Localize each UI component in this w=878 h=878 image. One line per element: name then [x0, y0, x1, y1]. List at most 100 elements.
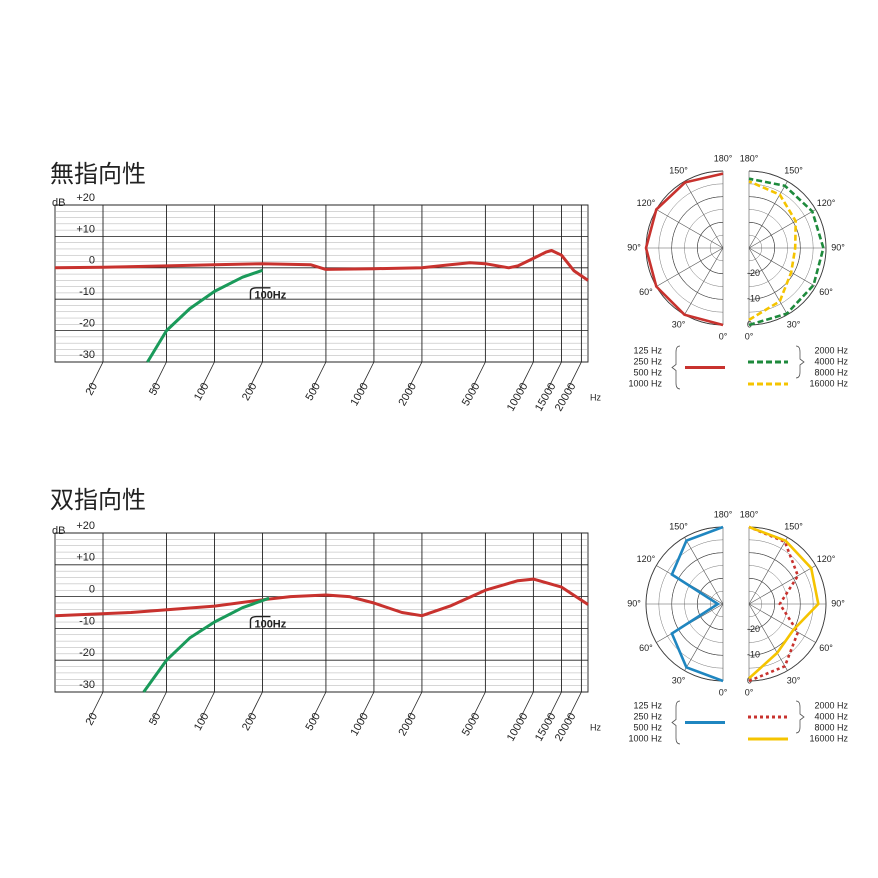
- y-axis-label: dB: [52, 525, 65, 537]
- tick-mark: [567, 691, 582, 721]
- polar-curve: [748, 525, 800, 683]
- y-tick-label: -30: [79, 349, 95, 361]
- legend-label: 4000 Hz: [814, 711, 848, 721]
- tick-mark: [519, 691, 534, 721]
- x-tick-label: 50: [147, 381, 164, 398]
- tick-mark: [359, 361, 375, 391]
- polar-curve: [748, 525, 820, 680]
- tick-mark: [519, 361, 534, 391]
- tick-mark: [359, 691, 375, 721]
- legend-label: 500 Hz: [633, 722, 662, 732]
- angle-label: 30°: [672, 319, 686, 329]
- legend-label: 16000 Hz: [809, 733, 848, 743]
- angle-label: 150°: [669, 521, 688, 531]
- polar-spoke: [748, 247, 816, 287]
- legend-brace: [795, 345, 805, 379]
- angle-label: 120°: [817, 554, 836, 564]
- y-tick-label: +10: [76, 223, 95, 235]
- tick-mark: [311, 361, 327, 391]
- angle-label: 120°: [637, 554, 656, 564]
- x-tick-label: 20: [84, 381, 101, 398]
- polar-spoke: [684, 603, 724, 671]
- legend-label: 2000 Hz: [814, 345, 848, 355]
- polar-spoke: [684, 247, 724, 315]
- tick-mark: [311, 691, 327, 721]
- angle-label: 30°: [672, 675, 686, 685]
- angle-label: 30°: [787, 319, 801, 329]
- angle-label: 180°: [714, 509, 733, 519]
- response-curve: [146, 268, 263, 363]
- tick-mark: [471, 361, 486, 391]
- angle-label: 120°: [637, 198, 656, 208]
- y-axis-label: dB: [52, 197, 65, 209]
- y-tick-label: 0: [89, 255, 95, 267]
- tick-mark: [547, 691, 562, 721]
- chart-title: 双指向性: [50, 486, 146, 514]
- polar-spoke: [748, 603, 816, 643]
- response-curve: [54, 577, 589, 618]
- r-tick-label: -20: [747, 268, 760, 278]
- angle-label: 90°: [627, 242, 641, 252]
- y-tick-label: +20: [76, 520, 95, 532]
- r-tick-label: -10: [747, 294, 760, 304]
- r-tick-label: -10: [747, 650, 760, 660]
- polar-spoke: [656, 209, 724, 249]
- legend-label: 2000 Hz: [814, 700, 848, 710]
- angle-label: 120°: [817, 198, 836, 208]
- tick-mark: [88, 691, 104, 721]
- polar-curve: [670, 525, 724, 683]
- polar-curve: [748, 177, 825, 327]
- angle-label: 0°: [719, 331, 728, 341]
- y-tick-label: -20: [79, 647, 95, 659]
- x-axis-label: Hz: [590, 722, 601, 732]
- polar-spoke: [684, 537, 724, 605]
- legend-brace: [795, 700, 805, 734]
- angle-label: 90°: [831, 242, 845, 252]
- angle-label: 0°: [719, 687, 728, 697]
- response-curve: [142, 596, 270, 693]
- filter-icon: [249, 615, 271, 629]
- x-axis-label: Hz: [590, 392, 601, 402]
- angle-label: 60°: [639, 287, 653, 297]
- y-tick-label: -10: [79, 615, 95, 627]
- y-tick-label: -20: [79, 318, 95, 330]
- legend-label: 8000 Hz: [814, 367, 848, 377]
- legend-label: 250 Hz: [633, 711, 662, 721]
- legend-label: 500 Hz: [633, 367, 662, 377]
- polar-curve: [748, 180, 798, 322]
- legend-label: 125 Hz: [633, 345, 662, 355]
- polar-spoke: [748, 537, 788, 605]
- tick-mark: [248, 691, 263, 721]
- angle-label: 90°: [831, 598, 845, 608]
- angle-label: 150°: [784, 521, 803, 531]
- filter-icon: [249, 287, 271, 300]
- y-tick-label: +10: [76, 552, 95, 564]
- angle-label: 150°: [669, 165, 688, 175]
- legend-brace: [671, 345, 681, 390]
- angle-label: 150°: [784, 165, 803, 175]
- annotation: 100Hz: [254, 290, 286, 302]
- polar-spoke: [748, 209, 816, 249]
- polar-spoke: [748, 565, 816, 605]
- angle-label: 0°: [745, 331, 754, 341]
- angle-label: 180°: [714, 153, 733, 163]
- y-tick-label: -10: [79, 286, 95, 298]
- x-tick-label: 20: [84, 711, 101, 728]
- response-curve: [54, 249, 589, 282]
- r-tick-label: -20: [747, 624, 760, 634]
- angle-label: 60°: [819, 287, 833, 297]
- annotation: 100Hz: [254, 619, 286, 631]
- polar-spoke: [684, 181, 724, 249]
- legend-brace: [671, 700, 681, 745]
- angle-label: 180°: [740, 509, 759, 519]
- legend-label: 1000 Hz: [628, 733, 662, 743]
- polar-spoke: [656, 247, 724, 287]
- legend-label: 250 Hz: [633, 356, 662, 366]
- polar-curve: [644, 172, 724, 327]
- legend-label: 16000 Hz: [809, 378, 848, 388]
- x-tick-label: 50: [147, 711, 164, 728]
- chart-title: 無指向性: [50, 160, 146, 188]
